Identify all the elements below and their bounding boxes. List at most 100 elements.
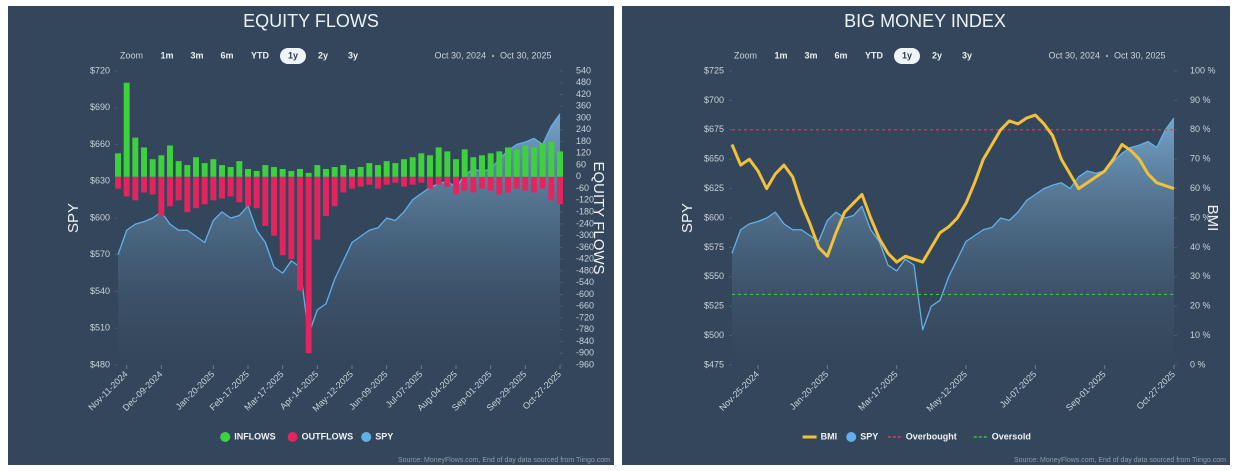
zoom-button[interactable]: 2y	[932, 50, 942, 60]
y2-tick-label: 60 %	[1190, 183, 1211, 193]
flow-bar	[279, 169, 286, 177]
flow-bar	[314, 176, 321, 240]
y2-tick-label: -660	[576, 301, 594, 311]
flow-bar	[548, 141, 555, 177]
y2-tick-label: 20 %	[1190, 301, 1211, 311]
zoom-button[interactable]: 2y	[318, 50, 328, 60]
flow-bar	[288, 176, 295, 260]
legend-label[interactable]: OUTFLOWS	[302, 431, 354, 441]
zoom-button[interactable]: YTD	[251, 50, 270, 60]
y2-tick-label: -300	[576, 230, 594, 240]
flow-bar	[271, 167, 277, 177]
flow-bar	[401, 159, 407, 177]
zoom-option[interactable]: 1y	[288, 50, 298, 60]
source-note: Source: MoneyFlows.com, End of day data …	[398, 457, 610, 464]
legend-item[interactable]: SPY	[846, 431, 878, 442]
zoom-option[interactable]: 1m	[774, 50, 787, 60]
zoom-option[interactable]: 1m	[160, 50, 173, 60]
legend-item[interactable]: BMI	[802, 431, 838, 441]
legend-label[interactable]: INFLOWS	[234, 431, 276, 441]
legend-label[interactable]: BMI	[821, 431, 838, 441]
flow-bar	[409, 176, 416, 185]
flow-bar	[132, 137, 139, 177]
zoom-option[interactable]: 6m	[220, 50, 233, 60]
legend-label[interactable]: Oversold	[992, 431, 1031, 441]
legend-label[interactable]: SPY	[375, 431, 393, 441]
spy-area	[118, 113, 560, 365]
zoom-button[interactable]: YTD	[865, 50, 884, 60]
flow-bar	[123, 82, 130, 177]
y-tick-label: $550	[704, 271, 724, 281]
flow-bar	[383, 176, 390, 185]
flow-bar	[487, 153, 494, 177]
zoom-button[interactable]: 1y	[894, 48, 920, 64]
flow-bar	[513, 149, 520, 177]
legend-item[interactable]: INFLOWS	[220, 431, 276, 442]
flow-bar	[444, 151, 451, 177]
zoom-button[interactable]: 6m	[220, 50, 233, 60]
zoom-option[interactable]: 3m	[190, 50, 203, 60]
y2-tick-label: -600	[576, 289, 594, 299]
zoom-option[interactable]: 3y	[348, 50, 358, 60]
flow-bar	[219, 165, 225, 177]
zoom-button[interactable]: 6m	[834, 50, 847, 60]
y2-tick-label: 100 %	[1190, 65, 1216, 75]
zoom-button-bg	[280, 48, 306, 64]
legend-marker	[220, 432, 231, 442]
zoom-option[interactable]: 6m	[834, 50, 847, 60]
flow-bar	[184, 176, 191, 213]
flow-bar	[193, 176, 199, 209]
y-tick-label: $625	[704, 183, 724, 193]
zoom-button[interactable]: 3y	[962, 50, 972, 60]
flow-bar	[331, 176, 338, 207]
flow-bar	[201, 176, 208, 205]
flow-bar	[496, 176, 503, 195]
flow-bar	[557, 151, 563, 177]
zoom-button[interactable]: 1y	[280, 48, 306, 64]
legend-label[interactable]: Overbought	[906, 431, 957, 441]
legend-item[interactable]: Oversold	[973, 431, 1031, 441]
y2-axis-title: EQUITY FLOWS	[590, 161, 607, 274]
flow-bar	[175, 161, 182, 177]
zoom-option[interactable]: 1y	[902, 50, 912, 60]
y2-tick-label: -480	[576, 265, 594, 275]
y2-tick-label: -360	[576, 242, 594, 252]
flow-bar	[461, 176, 468, 191]
flow-bar	[297, 176, 303, 291]
y2-tick-label: 70 %	[1190, 154, 1211, 164]
legend-label[interactable]: SPY	[860, 431, 878, 441]
flow-bar	[548, 176, 555, 201]
zoom-button[interactable]: 3m	[804, 50, 817, 60]
zoom-button[interactable]: 3m	[190, 50, 203, 60]
legend-item[interactable]: Overbought	[887, 431, 957, 441]
flow-bar	[184, 165, 191, 177]
chart-title: EQUITY FLOWS	[243, 11, 379, 31]
flow-bar	[392, 176, 399, 183]
zoom-option[interactable]: 2y	[932, 50, 942, 60]
flow-bar	[522, 176, 529, 191]
zoom-button[interactable]: 1m	[774, 50, 787, 60]
zoom-button[interactable]: 3y	[348, 50, 358, 60]
flow-bar	[531, 147, 537, 177]
zoom-option[interactable]: 3y	[962, 50, 972, 60]
y-tick-label: $725	[704, 65, 724, 75]
y2-tick-label: 10 %	[1190, 330, 1211, 340]
zoom-button[interactable]: 1m	[160, 50, 173, 60]
flow-bar	[470, 176, 477, 193]
legend-item[interactable]: SPY	[361, 431, 393, 442]
flow-bar	[210, 176, 217, 201]
flow-bar	[539, 143, 546, 177]
flow-bar	[487, 176, 494, 191]
y-tick-label: $500	[704, 330, 724, 340]
legend-item[interactable]: OUTFLOWS	[287, 431, 354, 442]
zoom-option[interactable]: 2y	[318, 50, 328, 60]
y-tick-label: $630	[90, 176, 110, 186]
zoom-option[interactable]: 3m	[804, 50, 817, 60]
flow-bar	[227, 167, 234, 177]
zoom-option[interactable]: YTD	[865, 50, 884, 60]
flow-bar	[435, 147, 442, 177]
y2-tick-label: 180	[576, 136, 591, 146]
spy-area	[732, 118, 1174, 365]
zoom-option[interactable]: YTD	[251, 50, 270, 60]
